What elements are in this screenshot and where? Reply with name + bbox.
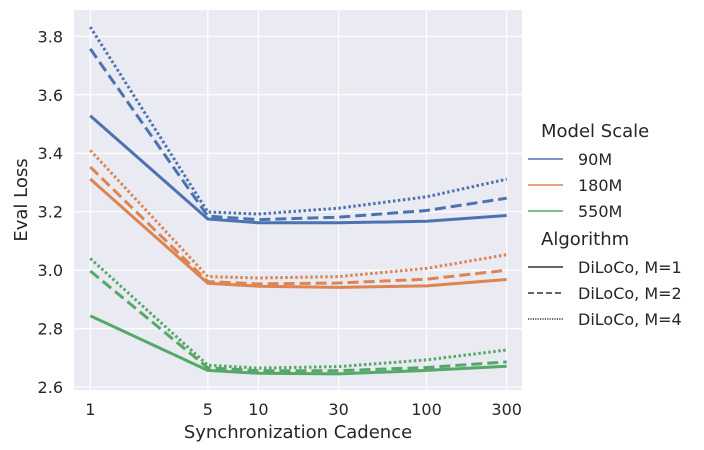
- y-tick-label: 3.0: [38, 261, 63, 280]
- legend-title-algorithm: Algorithm: [541, 229, 629, 250]
- series-line-90m-m3: [89, 26, 508, 216]
- legend-items: 90M 180M 550M DiLoCo, M=1 DiLoCo, M=2 DiLoCo,…: [528, 150, 682, 329]
- y-tick-label: 2.8: [38, 320, 63, 339]
- y-axis-title: Eval Loss: [11, 158, 32, 241]
- y-tick-label: 2.6: [38, 378, 63, 397]
- y-tick-label: 3.4: [38, 144, 63, 163]
- series-lines: [89, 26, 508, 376]
- x-tick-label: 30: [328, 400, 348, 419]
- series-line-550m-m3: [89, 257, 507, 370]
- series-line-90m-m2: [89, 48, 507, 222]
- x-tick-label: 300: [491, 400, 522, 419]
- series-line-180m-m1: [89, 177, 507, 289]
- legend: Model Scale Algorithm 90M 180M 550M DiLoCo,…: [528, 121, 682, 329]
- legend-label-m1: DiLoCo, M=1: [578, 258, 682, 277]
- series-line-550m-m1: [89, 314, 507, 376]
- y-axis-ticks: 2.6 2.8 3.0 3.2 3.4 3.6 3.8: [38, 27, 63, 397]
- legend-title-model-scale: Model Scale: [541, 121, 649, 142]
- y-tick-label: 3.2: [38, 203, 63, 222]
- series-line-90m-m1: [89, 114, 507, 225]
- series-line-550m-m2: [89, 269, 507, 373]
- x-tick-label: 100: [411, 400, 442, 419]
- legend-label-180m: 180M: [578, 176, 622, 195]
- x-tick-label: 1: [85, 400, 95, 419]
- x-axis-ticks: 1 5 10 30 100 300: [85, 400, 522, 419]
- legend-label-90m: 90M: [578, 150, 612, 169]
- legend-label-m3: DiLoCo, M=4: [578, 310, 682, 329]
- legend-label-550m: 550M: [578, 202, 622, 221]
- series-line-180m-m3: [89, 149, 507, 280]
- plot-area: [74, 10, 522, 390]
- grid-lines: [74, 10, 522, 390]
- y-tick-label: 3.8: [38, 27, 63, 46]
- x-tick-label: 10: [248, 400, 268, 419]
- plot-background: [74, 10, 522, 390]
- y-tick-label: 3.6: [38, 86, 63, 105]
- series-line-180m-m2: [89, 165, 507, 286]
- x-axis-title: Synchronization Cadence: [184, 422, 412, 443]
- x-tick-label: 5: [203, 400, 213, 419]
- legend-label-m2: DiLoCo, M=2: [578, 284, 682, 303]
